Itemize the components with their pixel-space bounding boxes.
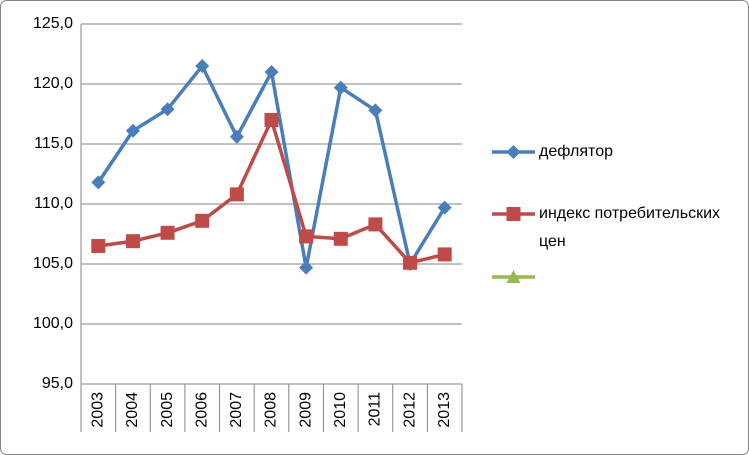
y-tick-label: 120,0 [33, 75, 73, 92]
marker [264, 113, 279, 127]
x-tick-label: 2007 [228, 392, 245, 428]
marker [437, 200, 452, 215]
marker [368, 103, 383, 118]
y-tick-label: 115,0 [34, 135, 73, 152]
x-tick-label: 2003 [90, 392, 107, 428]
y-tick-label: 110,0 [34, 195, 73, 212]
x-tick-label: 2008 [263, 392, 280, 428]
marker [333, 231, 348, 246]
marker [160, 102, 175, 117]
marker [299, 260, 314, 275]
marker [333, 80, 348, 95]
x-tick-label: 2012 [401, 392, 418, 428]
x-tick-label: 2004 [124, 392, 141, 428]
x-tick-label: 2011 [367, 392, 384, 427]
marker [264, 65, 279, 79]
marker [91, 175, 106, 190]
marker [229, 187, 244, 202]
x-tick-label: 2006 [193, 392, 210, 428]
x-tick-label: 2009 [297, 392, 314, 428]
y-tick-label: 125,0 [33, 15, 73, 32]
x-tick-label: 2005 [159, 392, 176, 428]
marker [437, 247, 452, 262]
legend-label: индекс потребительских цен [539, 205, 721, 250]
y-tick-label: 105,0 [33, 255, 73, 272]
marker [299, 229, 314, 244]
marker [125, 123, 140, 138]
y-tick-label: 95,0 [42, 375, 73, 392]
x-tick-label: 2010 [332, 392, 349, 428]
marker [125, 234, 140, 249]
marker [91, 239, 106, 253]
marker [506, 207, 521, 221]
legend-label: дефлятор [539, 143, 613, 160]
marker [160, 225, 175, 240]
marker [368, 217, 383, 232]
marker [506, 145, 521, 159]
marker [195, 59, 210, 73]
marker [506, 270, 521, 283]
marker [195, 213, 210, 228]
x-tick-label: 2013 [436, 392, 453, 428]
y-tick-label: 100,0 [33, 315, 73, 332]
marker [403, 255, 418, 270]
marker [229, 129, 244, 144]
